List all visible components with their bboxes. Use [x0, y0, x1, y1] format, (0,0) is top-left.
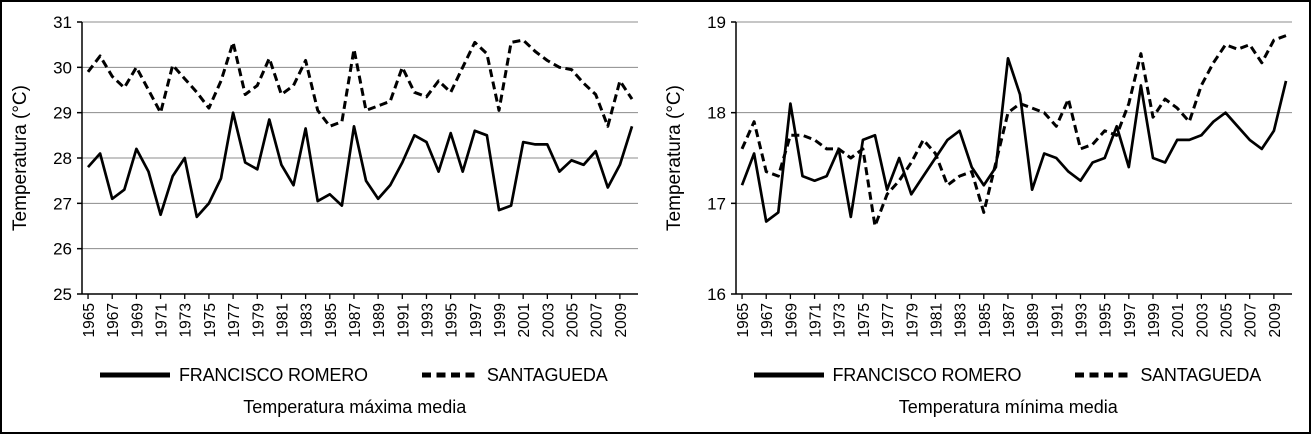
- chart-title-maxima: Temperatura máxima media: [243, 397, 467, 417]
- svg-text:1967: 1967: [759, 303, 776, 337]
- svg-text:1969: 1969: [129, 303, 146, 337]
- svg-text:1985: 1985: [976, 303, 993, 337]
- svg-text:2007: 2007: [1242, 303, 1259, 337]
- svg-text:1977: 1977: [226, 303, 243, 337]
- svg-text:1965: 1965: [735, 303, 752, 337]
- svg-text:31: 31: [53, 13, 72, 32]
- svg-text:2007: 2007: [589, 303, 606, 337]
- svg-text:2009: 2009: [1266, 303, 1283, 337]
- svg-text:25: 25: [53, 285, 72, 304]
- svg-text:2005: 2005: [565, 303, 582, 337]
- svg-text:1977: 1977: [880, 303, 897, 337]
- svg-text:1989: 1989: [371, 303, 388, 337]
- svg-text:1987: 1987: [1001, 303, 1018, 337]
- svg-text:1967: 1967: [105, 303, 122, 337]
- svg-text:Temperatura (°C): Temperatura (°C): [10, 85, 31, 231]
- legend-item-francisco-romero: FRANCISCO ROMERO: [753, 364, 1022, 386]
- svg-text:2003: 2003: [1194, 303, 1211, 337]
- legend-item-santagueda: SANTAGUEDA: [421, 364, 608, 386]
- svg-text:1999: 1999: [1146, 303, 1163, 337]
- svg-text:1981: 1981: [928, 303, 945, 337]
- svg-text:1989: 1989: [1025, 303, 1042, 337]
- dashed-line-sample: [1075, 372, 1132, 378]
- svg-text:2001: 2001: [1170, 303, 1187, 337]
- svg-text:1987: 1987: [347, 303, 364, 337]
- svg-text:26: 26: [53, 240, 72, 259]
- solid-line-sample: [100, 372, 170, 378]
- svg-text:1971: 1971: [807, 303, 824, 337]
- svg-text:1975: 1975: [202, 303, 219, 337]
- svg-text:1995: 1995: [444, 303, 461, 337]
- svg-text:1995: 1995: [1097, 303, 1114, 337]
- legend-label-francisco-romero: FRANCISCO ROMERO: [832, 364, 1022, 385]
- svg-text:1999: 1999: [492, 303, 509, 337]
- svg-text:19: 19: [707, 13, 726, 32]
- legend-minima: FRANCISCO ROMERO SANTAGUEDA: [656, 359, 1310, 391]
- legend-label-santagueda: SANTAGUEDA: [1140, 364, 1261, 385]
- svg-text:1979: 1979: [904, 303, 921, 337]
- svg-text:2001: 2001: [516, 303, 533, 337]
- svg-text:1997: 1997: [468, 303, 485, 337]
- svg-text:1983: 1983: [952, 303, 969, 337]
- svg-text:1973: 1973: [831, 303, 848, 337]
- legend-maxima: FRANCISCO ROMERO SANTAGUEDA: [2, 359, 656, 391]
- chart-title-minima: Temperatura mínima media: [898, 397, 1118, 417]
- legend-item-santagueda: SANTAGUEDA: [1075, 365, 1261, 386]
- solid-line-sample: [753, 372, 824, 378]
- svg-text:1973: 1973: [178, 303, 195, 337]
- line-chart-minima: 16 17 18 19 1965 1967 1969 1971 1973 1975 1977 1979…: [664, 13, 1292, 337]
- svg-text:1975: 1975: [855, 303, 872, 337]
- svg-text:27: 27: [53, 194, 72, 213]
- svg-text:Temperatura (°C): Temperatura (°C): [664, 85, 685, 231]
- svg-text:1965: 1965: [81, 303, 98, 337]
- svg-text:1991: 1991: [1049, 303, 1066, 337]
- line-chart-maxima: 25 26 27 28 29 30 31 1965 1967 1969 1971 1973 1975 19…: [10, 13, 638, 337]
- svg-text:1993: 1993: [1073, 303, 1090, 337]
- svg-text:1971: 1971: [154, 303, 171, 337]
- svg-text:1969: 1969: [783, 303, 800, 337]
- legend-label-francisco-romero: FRANCISCO ROMERO: [179, 364, 368, 385]
- svg-text:30: 30: [53, 58, 72, 77]
- svg-text:1997: 1997: [1121, 303, 1138, 337]
- svg-text:2009: 2009: [613, 303, 630, 337]
- svg-text:1993: 1993: [420, 303, 437, 337]
- svg-text:1985: 1985: [323, 303, 340, 337]
- svg-text:28: 28: [53, 149, 72, 168]
- svg-text:16: 16: [707, 285, 726, 304]
- svg-text:1979: 1979: [250, 303, 267, 337]
- legend-item-francisco-romero: FRANCISCO ROMERO: [100, 365, 368, 386]
- chart-panel-maxima: 25 26 27 28 29 30 31 1965 1967 1969 1971 1973 1975 19…: [2, 2, 656, 432]
- svg-text:2005: 2005: [1218, 303, 1235, 337]
- svg-text:1991: 1991: [395, 303, 412, 337]
- dashed-line-sample: [421, 372, 478, 378]
- svg-text:1981: 1981: [274, 303, 291, 337]
- svg-text:2003: 2003: [540, 303, 557, 337]
- chart-panel-minima: 16 17 18 19 1965 1967 1969 1971 1973 1975 1977 1979…: [656, 2, 1310, 432]
- legend-label-santagueda: SANTAGUEDA: [486, 364, 608, 385]
- svg-text:29: 29: [53, 104, 72, 123]
- svg-text:1983: 1983: [299, 303, 316, 337]
- svg-text:18: 18: [707, 104, 726, 123]
- svg-text:17: 17: [707, 194, 726, 213]
